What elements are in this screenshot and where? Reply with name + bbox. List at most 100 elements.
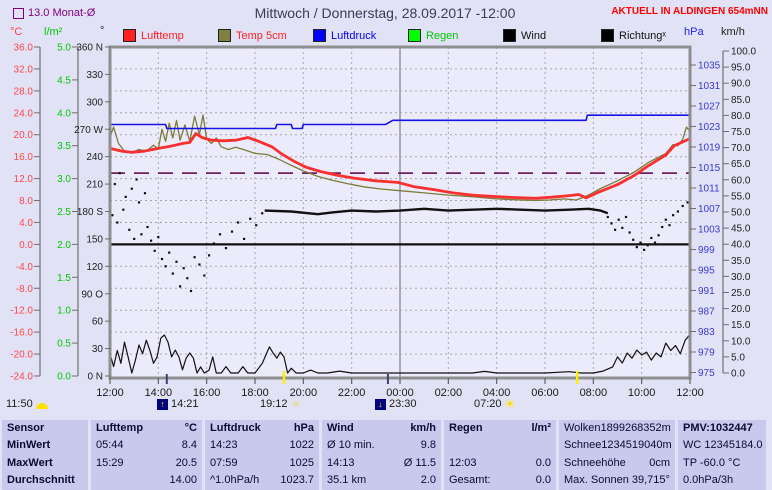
richtung-dot bbox=[182, 267, 185, 270]
table-cell: 14:13 Ø 11.5 bbox=[322, 455, 441, 472]
pressure-tick-label: 1023 bbox=[698, 122, 721, 133]
legend-label: Temp 5cm bbox=[236, 29, 287, 42]
temp-tick-label: 36.0 bbox=[14, 43, 34, 54]
temp-tick-label: 4.0 bbox=[19, 218, 33, 229]
richtung-dot bbox=[621, 226, 624, 229]
cell-value-right: 9.8 bbox=[420, 439, 436, 452]
windspeed-tick-label: 25.0 bbox=[731, 288, 751, 299]
time-tick-label: 06:00 bbox=[531, 387, 559, 399]
table-cell: Lufttemp °C bbox=[91, 420, 202, 437]
cell-value-right: hPa bbox=[293, 422, 314, 434]
legend-label: Wind bbox=[521, 29, 547, 42]
richtung-dot bbox=[610, 222, 613, 225]
richtung-dot bbox=[186, 277, 189, 280]
richtung-dot bbox=[657, 234, 660, 237]
cell-value-left: 15:29 bbox=[96, 456, 124, 469]
legend-item-2[interactable]: Temp 5cm bbox=[218, 29, 287, 42]
temp-tick-label: 32.0 bbox=[14, 64, 34, 75]
cell-value-left: Gesamt: bbox=[449, 473, 491, 486]
richtung-dot bbox=[160, 257, 164, 261]
cell-value-right: 14.00 bbox=[169, 473, 197, 486]
richtung-dot bbox=[128, 228, 131, 231]
sun-moon-marker-row: 11:50 ↑ 14:21 19:12 ☀ ↓ 23:30 07:20 ☀ bbox=[0, 398, 772, 414]
richtung-dot bbox=[614, 228, 617, 231]
moonset-marker: 11:50 bbox=[6, 398, 48, 410]
legend-item-4[interactable]: Regen bbox=[408, 29, 458, 42]
cell-value-left: 05:44 bbox=[96, 439, 124, 452]
table-column-4: Wind km/h Ø 10 min. 9.8 14:13 Ø 11.5 35.1 km 2.… bbox=[322, 420, 441, 490]
table-cell: WC 12345184.0 bbox=[678, 437, 766, 454]
rain-tick-label: 1.0 bbox=[57, 306, 71, 317]
windspeed-tick-label: 100.0 bbox=[731, 47, 756, 58]
legend-item-6[interactable]: Richtungˣ bbox=[601, 29, 666, 42]
windspeed-tick-label: 85.0 bbox=[731, 95, 751, 106]
table-cell: Regen l/m² bbox=[444, 420, 556, 437]
legend-label: Lufttemp bbox=[141, 29, 184, 42]
cell-value-left: TP -60.0 °C bbox=[683, 456, 741, 469]
richtung-dot bbox=[249, 217, 252, 220]
series-luftdruck bbox=[110, 114, 690, 130]
direction-tick-label: 330 bbox=[86, 70, 103, 81]
aktuell-banner: AKTUELL IN ALDINGEN 654mNN bbox=[611, 6, 768, 17]
pressure-tick-label: 1031 bbox=[698, 81, 721, 92]
direction-unit-label: ° bbox=[100, 25, 105, 37]
table-cell: ^1.0hPa/h 1023.7 bbox=[205, 472, 319, 489]
monthly-avg-checkbox[interactable] bbox=[13, 7, 24, 19]
temp-tick-label: 8.0 bbox=[19, 196, 33, 207]
direction-tick-label: 300 bbox=[86, 97, 103, 108]
richtung-dot bbox=[628, 231, 631, 234]
richtung-dot bbox=[198, 263, 201, 266]
sunset-marker: 19:12 ☀ bbox=[260, 398, 301, 410]
richtung-dot bbox=[113, 183, 116, 186]
table-column-1: SensorMinWertMaxWertDurchschnitt00:00 -1… bbox=[2, 420, 88, 490]
legend-item-5[interactable]: Wind bbox=[503, 29, 546, 42]
richtung-dot bbox=[116, 221, 119, 224]
cell-value-left: Luftdruck bbox=[210, 422, 261, 434]
richtung-dot bbox=[146, 225, 149, 229]
legend-item-3[interactable]: Luftdruck bbox=[313, 29, 376, 42]
sunrise-time: 07:20 bbox=[474, 398, 502, 410]
legend-label: Regen bbox=[426, 29, 459, 42]
monthly-avg-note: 13.0 Monat-Ø bbox=[13, 7, 95, 19]
moonrise-icon: ↑ bbox=[157, 398, 168, 410]
table-column-6: Wolken1899268352m Schnee1234519040m Schnee… bbox=[559, 420, 675, 490]
temp-unit-label: °C bbox=[10, 26, 23, 38]
richtung-dot bbox=[681, 204, 684, 208]
series-lufttemp bbox=[109, 132, 691, 200]
legend-label: Richtungˣ bbox=[619, 29, 667, 42]
richtung-dot bbox=[261, 212, 264, 215]
moonrise-time: 14:21 bbox=[171, 398, 199, 410]
direction-tick-label: 0 N bbox=[87, 372, 103, 383]
direction-tick-label: 240 bbox=[86, 152, 103, 163]
temp-tick-label: -20.0 bbox=[10, 350, 33, 361]
richtung-dot bbox=[189, 289, 193, 293]
richtung-dot bbox=[624, 215, 628, 219]
direction-tick-label: 270 W bbox=[74, 125, 103, 136]
table-cell: 0.0hPa/3h bbox=[678, 472, 766, 489]
windspeed-tick-label: 20.0 bbox=[731, 304, 751, 315]
cell-value-right: °C bbox=[184, 422, 197, 434]
cell-value-left: 35.1 km bbox=[327, 473, 367, 486]
windspeed-axis: 100.0 95.0 90.0 85.0 80.0 75.0 70.0 65.0 60.0 55.… bbox=[722, 47, 756, 380]
weather-chart: 36.0 32.0 28.0 24.0 20.0 16.0 12.0 8.0 4.0 0.0 -4.… bbox=[10, 43, 756, 400]
legend-item-1[interactable]: Lufttemp bbox=[123, 29, 184, 42]
windspeed-tick-label: 65.0 bbox=[731, 159, 751, 170]
time-tick-label: 22:00 bbox=[338, 387, 366, 399]
temp-tick-label: 0.0 bbox=[19, 240, 33, 251]
richtung-dot bbox=[133, 237, 136, 240]
cell-value-right: Ø 11.5 bbox=[403, 456, 436, 469]
temp-tick-label: -24.0 bbox=[10, 372, 33, 383]
table-cell: 35.1 km 2.0 bbox=[322, 472, 441, 489]
time-tick-label: 16:00 bbox=[193, 387, 221, 399]
richtung-dot bbox=[130, 187, 133, 190]
table-cell: Wind km/h bbox=[322, 420, 441, 437]
direction-tick-label: 360 N bbox=[76, 43, 103, 54]
direction-tick-label: 60 bbox=[92, 317, 104, 328]
time-tick-label: 10:00 bbox=[628, 387, 656, 399]
table-cell: PMV:1032447 bbox=[678, 420, 766, 437]
table-cell: Ø 10 min. 9.8 bbox=[322, 437, 441, 454]
richtung-dot bbox=[243, 237, 246, 240]
cell-value-right: 1022 bbox=[289, 439, 314, 452]
windspeed-tick-label: 40.0 bbox=[731, 240, 751, 251]
